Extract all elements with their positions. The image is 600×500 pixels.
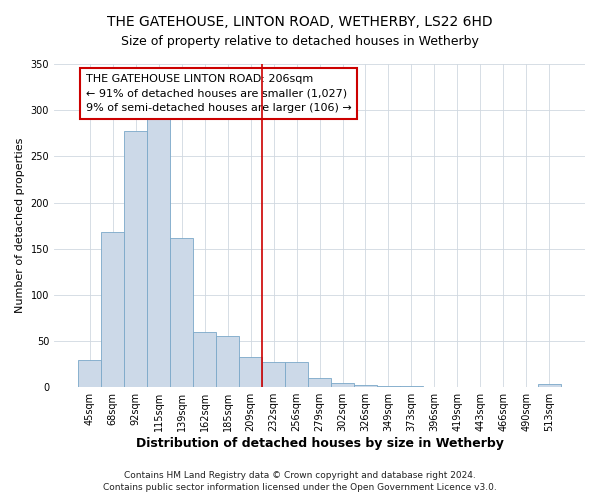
- Bar: [538, 384, 561, 387]
- Bar: [377, 386, 400, 387]
- Bar: [124, 132, 147, 387]
- Bar: [354, 386, 377, 387]
- Bar: [239, 356, 262, 387]
- Y-axis label: Number of detached properties: Number of detached properties: [15, 138, 25, 314]
- Text: Size of property relative to detached houses in Wetherby: Size of property relative to detached ho…: [121, 35, 479, 48]
- Text: THE GATEHOUSE, LINTON ROAD, WETHERBY, LS22 6HD: THE GATEHOUSE, LINTON ROAD, WETHERBY, LS…: [107, 15, 493, 29]
- Bar: [400, 386, 423, 387]
- Bar: [101, 232, 124, 387]
- Bar: [331, 382, 354, 387]
- Bar: [216, 336, 239, 387]
- Bar: [308, 378, 331, 387]
- X-axis label: Distribution of detached houses by size in Wetherby: Distribution of detached houses by size …: [136, 437, 503, 450]
- Bar: [170, 238, 193, 387]
- Bar: [193, 332, 216, 387]
- Bar: [147, 120, 170, 387]
- Text: THE GATEHOUSE LINTON ROAD: 206sqm
← 91% of detached houses are smaller (1,027)
9: THE GATEHOUSE LINTON ROAD: 206sqm ← 91% …: [86, 74, 352, 114]
- Bar: [78, 360, 101, 387]
- Bar: [262, 362, 285, 387]
- Bar: [285, 362, 308, 387]
- Text: Contains HM Land Registry data © Crown copyright and database right 2024.
Contai: Contains HM Land Registry data © Crown c…: [103, 471, 497, 492]
